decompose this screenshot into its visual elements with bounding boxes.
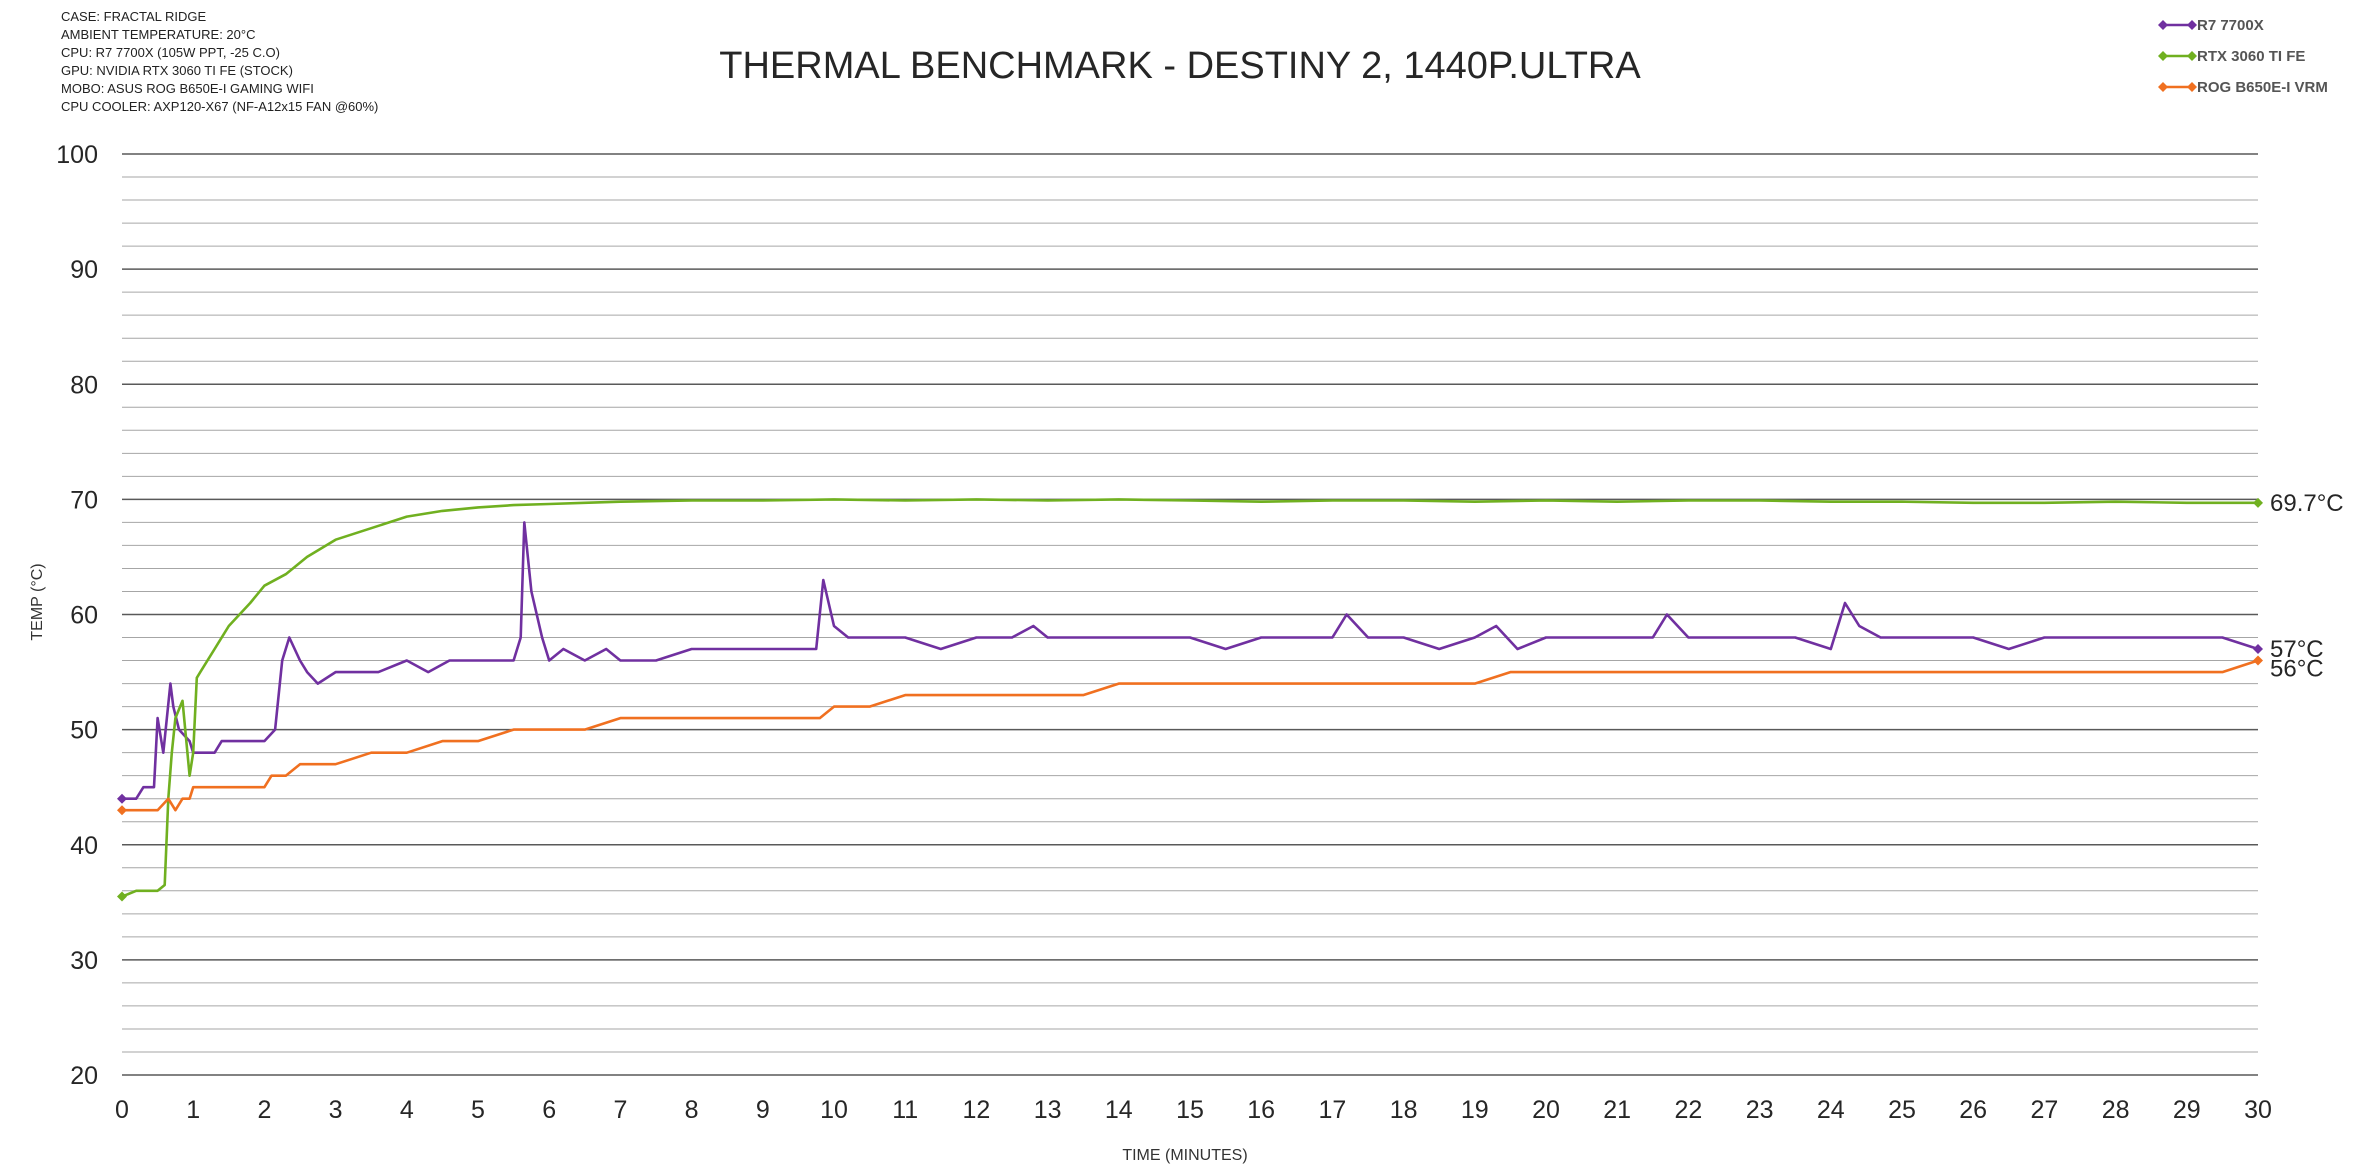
y-tick-label: 60: [70, 602, 98, 630]
series-layer: [117, 497, 2263, 902]
series-start-marker: [117, 891, 127, 902]
x-tick-label: 2: [257, 1096, 271, 1124]
legend: R7 7700X RTX 3060 TI FE ROG B650E-I VRM: [2158, 17, 2328, 96]
x-tick-label: 6: [542, 1096, 556, 1124]
x-tick-label: 12: [962, 1096, 990, 1124]
x-tick-label: 16: [1247, 1096, 1275, 1124]
series-line: [120, 659, 2260, 812]
grid: [122, 153, 2258, 1076]
series-line: [120, 521, 2260, 801]
x-tick-label: 8: [685, 1096, 699, 1124]
series-end-label: 57°C: [2270, 636, 2324, 663]
series-end-label: 56°C: [2270, 656, 2324, 683]
legend-swatch-marker: [2187, 51, 2197, 61]
x-tick-label: 0: [115, 1096, 129, 1124]
x-tick-label: 30: [2244, 1096, 2272, 1124]
x-axis-ticks: 0 1 2 3 4 5 6 7 8 9 10 11 12 13 14 15 16 17 18 19 20 21 22 23 24…: [115, 1096, 2272, 1124]
x-tick-label: 23: [1746, 1096, 1774, 1124]
legend-swatch-marker: [2158, 20, 2168, 30]
end-labels: 57°C 69.7°C 56°C: [2270, 490, 2344, 683]
spec-block: CASE: FRACTAL RIDGE AMBIENT TEMPERATURE:…: [61, 9, 378, 114]
y-tick-label: 80: [70, 371, 98, 399]
legend-entry-label: RTX 3060 TI FE: [2197, 48, 2305, 65]
x-tick-label: 7: [613, 1096, 627, 1124]
y-tick-label: 40: [70, 832, 98, 860]
x-tick-label: 1: [186, 1096, 200, 1124]
y-tick-label: 30: [70, 947, 98, 975]
y-tick-label: 70: [70, 486, 98, 514]
x-tick-label: 20: [1532, 1096, 1560, 1124]
series-start-marker: [117, 793, 127, 804]
x-axis-label: TIME (MINUTES): [1122, 1147, 1247, 1164]
series-end-marker: [2253, 655, 2263, 666]
chart-title: THERMAL BENCHMARK - DESTINY 2, 1440P.ULT…: [719, 45, 1641, 87]
legend-swatch-marker: [2158, 51, 2168, 61]
spec-line: CPU: R7 7700X (105W PPT, -25 C.O): [61, 45, 280, 60]
y-tick-label: 20: [70, 1062, 98, 1090]
series-line: [120, 498, 2260, 898]
spec-line: CASE: FRACTAL RIDGE: [61, 9, 207, 24]
legend-entry-label: ROG B650E-I VRM: [2197, 79, 2328, 96]
x-tick-label: 10: [820, 1096, 848, 1124]
x-tick-label: 27: [2030, 1096, 2058, 1124]
spec-line: AMBIENT TEMPERATURE: 20°C: [61, 27, 255, 42]
legend-swatch-marker: [2187, 20, 2197, 30]
x-tick-label: 4: [400, 1096, 414, 1124]
x-tick-label: 3: [329, 1096, 343, 1124]
series-start-marker: [117, 805, 127, 816]
x-tick-label: 5: [471, 1096, 485, 1124]
x-tick-label: 14: [1105, 1096, 1133, 1124]
legend-swatch-marker: [2158, 82, 2168, 92]
x-tick-label: 9: [756, 1096, 770, 1124]
legend-entry-label: R7 7700X: [2197, 17, 2264, 34]
y-axis-label: TEMP (°C): [29, 563, 46, 640]
y-tick-label: 50: [70, 717, 98, 745]
y-tick-label: 100: [56, 141, 98, 169]
x-tick-label: 15: [1176, 1096, 1204, 1124]
x-tick-label: 28: [2102, 1096, 2130, 1124]
x-tick-label: 25: [1888, 1096, 1916, 1124]
legend-swatch-marker: [2187, 82, 2197, 92]
x-tick-label: 13: [1034, 1096, 1062, 1124]
spec-line: GPU: NVIDIA RTX 3060 TI FE (STOCK): [61, 63, 293, 78]
spec-line: MOBO: ASUS ROG B650E-I GAMING WIFI: [61, 81, 314, 96]
x-tick-label: 26: [1959, 1096, 1987, 1124]
y-tick-label: 90: [70, 256, 98, 284]
series-end-marker: [2253, 497, 2263, 508]
x-tick-label: 18: [1390, 1096, 1418, 1124]
series-end-label: 69.7°C: [2270, 490, 2344, 517]
y-axis-ticks: 20 30 40 50 60 70 80 90 100: [56, 141, 98, 1090]
x-tick-label: 29: [2173, 1096, 2201, 1124]
x-tick-label: 21: [1603, 1096, 1631, 1124]
series-end-marker: [2253, 644, 2263, 655]
x-tick-label: 17: [1318, 1096, 1346, 1124]
x-tick-label: 19: [1461, 1096, 1489, 1124]
spec-line: CPU COOLER: AXP120-X67 (NF-A12x15 FAN @6…: [61, 99, 378, 114]
x-tick-label: 22: [1674, 1096, 1702, 1124]
x-tick-label: 11: [892, 1096, 918, 1124]
x-tick-label: 24: [1817, 1096, 1845, 1124]
